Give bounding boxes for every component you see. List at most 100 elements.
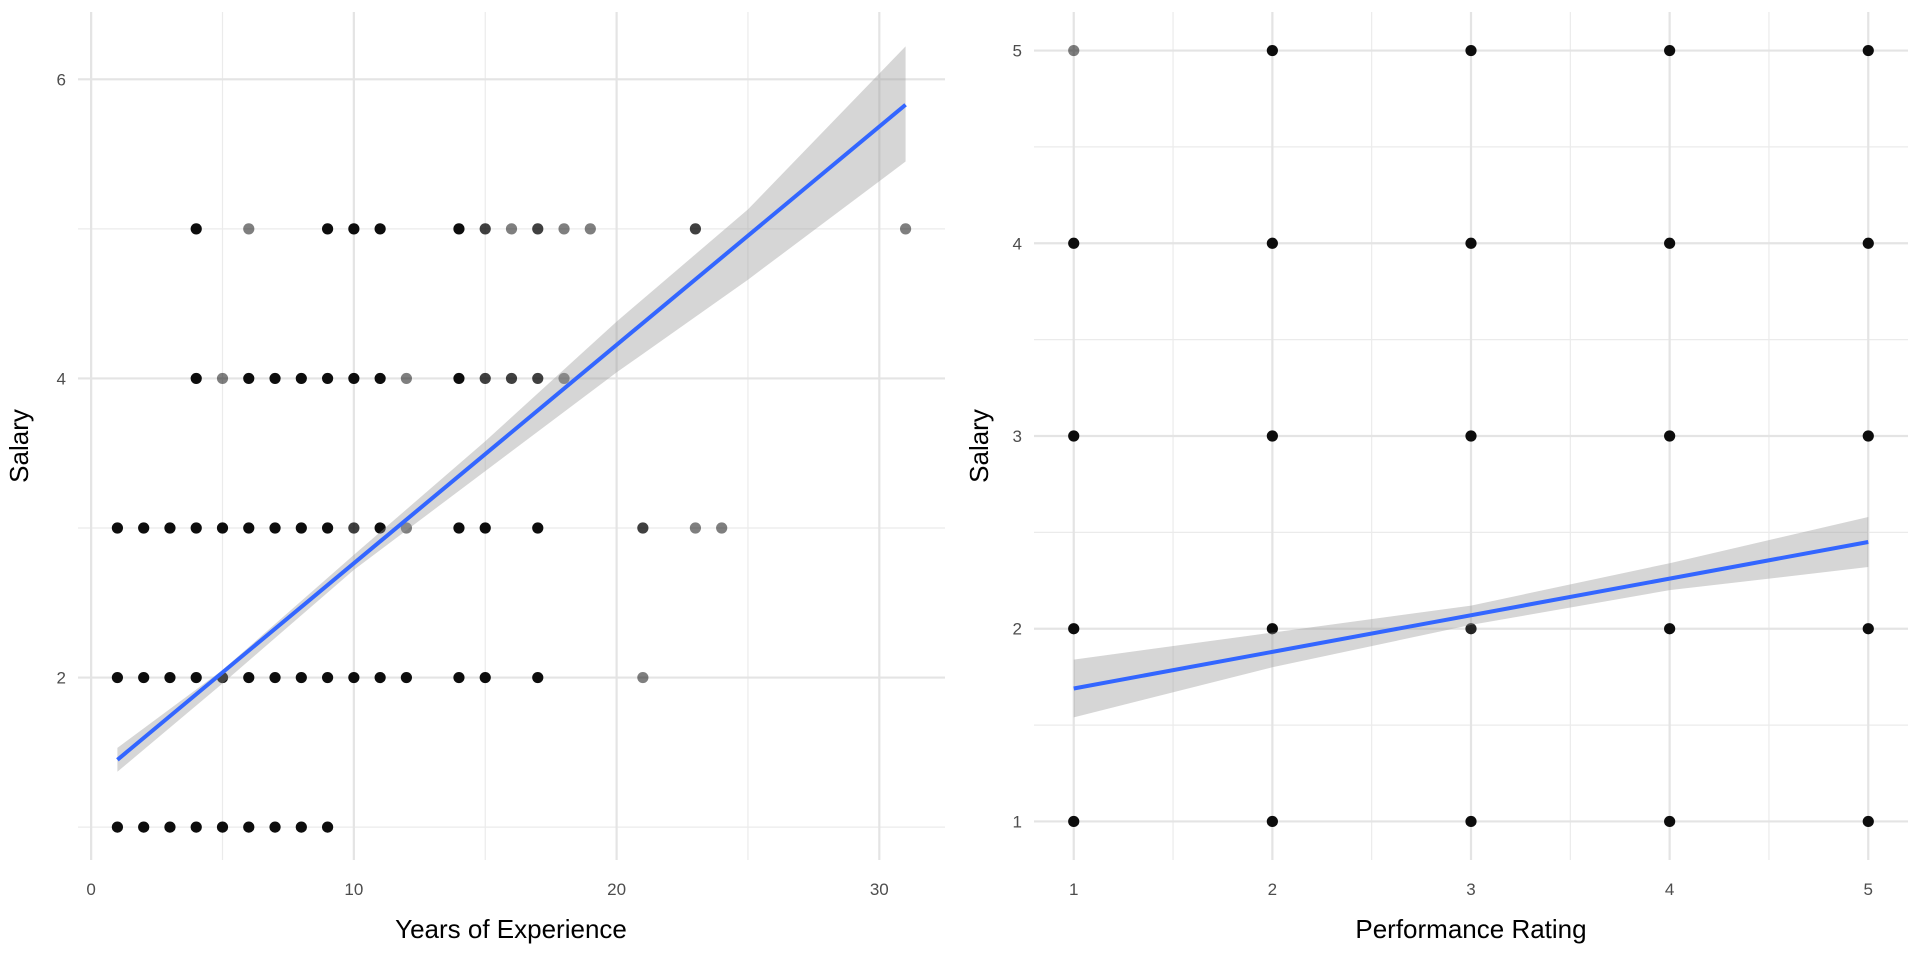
data-point: [321, 671, 334, 684]
data-point: [505, 372, 518, 385]
data-point: [1862, 237, 1874, 249]
rating-salary-panel: 1 2 3 4 5 1 2 3 4 5 Performance Rating Salary: [964, 12, 1908, 944]
data-point: [1465, 815, 1477, 828]
data-point: [1465, 237, 1477, 249]
data-point: [348, 671, 360, 684]
data-point: [1862, 815, 1874, 828]
data-point: [1664, 237, 1676, 249]
data-point: [453, 372, 465, 385]
x-axis-label: Performance Rating: [1355, 914, 1586, 944]
y-tick-label: 6: [57, 70, 66, 89]
data-point: [532, 522, 544, 534]
data-point: [1266, 623, 1278, 635]
data-point: [190, 372, 202, 385]
data-point: [138, 821, 150, 833]
data-point: [1266, 815, 1278, 828]
data-point: [321, 223, 334, 235]
experience-salary-panel: 0 10 20 30 2 4 6 Years of Experience Salary: [4, 12, 945, 944]
x-tick-label: 3: [1466, 880, 1475, 899]
data-point: [505, 223, 518, 235]
x-tick-label: 0: [86, 880, 95, 899]
data-point: [1068, 44, 1080, 57]
data-point: [295, 522, 307, 534]
data-point: [716, 522, 728, 534]
x-tick-label: 5: [1864, 880, 1873, 899]
data-point: [1664, 44, 1676, 57]
data-point: [374, 671, 386, 684]
x-tick-label: 4: [1665, 880, 1674, 899]
data-point: [295, 671, 307, 684]
data-point: [295, 372, 307, 385]
data-point: [400, 671, 413, 684]
data-point: [1068, 815, 1080, 828]
y-tick-label: 1: [1013, 812, 1022, 831]
data-point: [558, 372, 570, 385]
y-tick-label: 4: [1013, 234, 1022, 253]
x-tick-label: 1: [1069, 880, 1078, 899]
data-point: [637, 522, 649, 534]
data-point: [1465, 623, 1477, 635]
data-point: [453, 223, 465, 235]
data-point: [689, 522, 702, 534]
data-point: [190, 223, 202, 235]
y-tick-label: 2: [1013, 620, 1022, 639]
regression-line: [1073, 540, 1869, 691]
data-point: [111, 522, 124, 534]
x-axis-label: Years of Experience: [395, 914, 627, 944]
y-tick-label: 5: [1013, 42, 1022, 61]
data-point: [374, 223, 386, 235]
data-point: [164, 522, 176, 534]
x-tick-label: 10: [344, 880, 363, 899]
data-point: [216, 522, 229, 534]
data-point: [558, 223, 570, 235]
data-point: [138, 671, 150, 684]
data-point: [243, 522, 255, 534]
x-tick-label: 30: [870, 880, 889, 899]
data-point: [216, 821, 229, 833]
data-point: [216, 372, 229, 385]
data-point: [269, 821, 281, 833]
data-point: [243, 372, 255, 385]
data-point: [1068, 237, 1080, 249]
data-point: [400, 372, 413, 385]
data-point: [190, 522, 202, 534]
data-point: [453, 671, 465, 684]
data-point: [899, 223, 912, 235]
data-point: [321, 821, 334, 833]
data-point: [269, 372, 281, 385]
x-tick-label: 20: [607, 880, 626, 899]
data-point: [532, 671, 544, 684]
data-point: [190, 671, 202, 684]
y-axis-label: Salary: [964, 409, 994, 483]
y-tick-label: 4: [57, 369, 66, 388]
data-point: [348, 522, 360, 534]
data-point: [348, 372, 360, 385]
data-point: [1664, 623, 1676, 635]
data-point: [243, 821, 255, 833]
data-point: [637, 671, 649, 684]
data-point: [689, 223, 702, 235]
data-point: [138, 522, 150, 534]
data-point: [584, 223, 596, 235]
data-point: [374, 522, 386, 534]
data-point: [532, 223, 544, 235]
data-point: [321, 522, 334, 534]
data-point: [1266, 430, 1278, 442]
data-point: [111, 821, 124, 833]
regression-line: [116, 103, 907, 762]
data-point: [295, 821, 307, 833]
data-point: [532, 372, 544, 385]
data-point: [321, 372, 334, 385]
y-tick-label: 2: [57, 669, 66, 688]
data-point: [1664, 430, 1676, 442]
data-point: [453, 522, 465, 534]
data-point: [1664, 815, 1676, 828]
y-tick-label: 3: [1013, 427, 1022, 446]
data-point: [1266, 44, 1278, 57]
data-point: [479, 522, 491, 534]
data-point: [348, 223, 360, 235]
data-point: [269, 522, 281, 534]
data-point: [1862, 430, 1874, 442]
data-point: [1862, 44, 1874, 57]
